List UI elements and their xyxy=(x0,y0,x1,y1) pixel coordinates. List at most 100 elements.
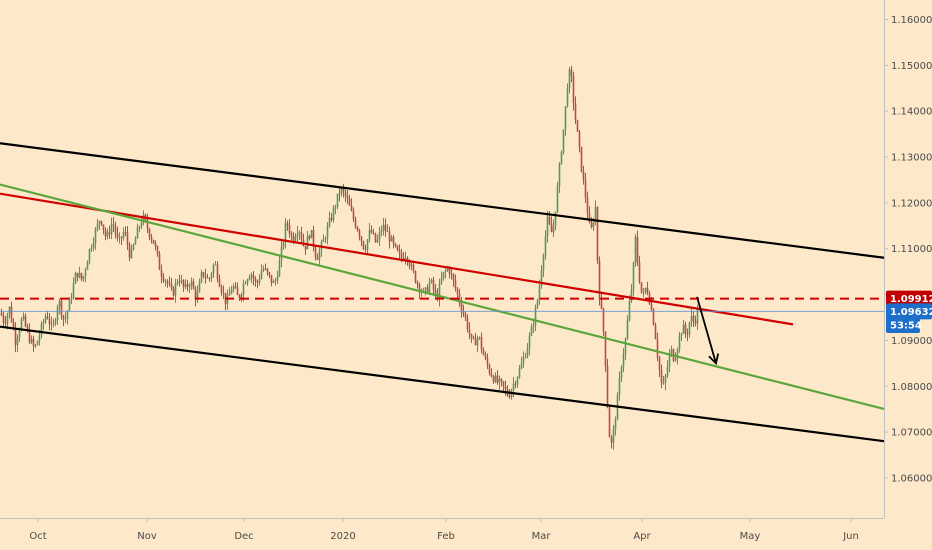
candle-up xyxy=(404,257,407,260)
price-axis[interactable]: 1.060001.070001.080001.090001.100001.110… xyxy=(884,15,932,485)
candle-down xyxy=(418,284,421,292)
candle-down xyxy=(572,76,575,104)
resistance-trendline[interactable] xyxy=(0,192,794,326)
candle-up xyxy=(242,283,245,295)
candle-up xyxy=(280,247,283,261)
candle-up xyxy=(74,272,77,284)
plot-area xyxy=(0,65,699,450)
candle-up xyxy=(94,229,97,243)
candle-up xyxy=(378,232,381,240)
candle-up xyxy=(8,306,11,315)
candle-up xyxy=(18,330,21,338)
candle-down xyxy=(286,223,289,226)
candle-down xyxy=(456,288,459,294)
candle-down xyxy=(222,292,225,294)
candle-up xyxy=(440,278,443,284)
time-tick-label: Mar xyxy=(532,531,552,542)
candle-down xyxy=(314,246,317,258)
candle-down xyxy=(580,146,583,172)
candle-down xyxy=(658,357,661,371)
candle-up xyxy=(530,326,533,336)
candle-up xyxy=(554,211,557,227)
candle-down xyxy=(46,316,49,319)
candle-up xyxy=(536,300,539,308)
price-tick-label: 1.16000 xyxy=(891,15,932,26)
candle-down xyxy=(338,193,341,195)
candle-down xyxy=(586,197,589,214)
candle-up xyxy=(56,307,59,320)
candle-down xyxy=(426,287,429,293)
candle-down xyxy=(484,355,487,359)
candle-up xyxy=(634,236,637,263)
candle-down xyxy=(570,69,573,77)
candle-up xyxy=(682,324,685,334)
price-labels: 1.09912 1.09632 53:54 xyxy=(886,290,932,334)
candle-down xyxy=(694,321,697,324)
candle-up xyxy=(564,106,567,130)
candle-up xyxy=(22,315,25,320)
candle-down xyxy=(62,315,65,319)
candle-up xyxy=(298,232,301,234)
candle-up xyxy=(560,152,563,164)
candle-up xyxy=(662,382,665,384)
candle-down xyxy=(584,179,587,198)
candle-down xyxy=(76,272,79,278)
candle-down xyxy=(342,188,345,192)
candle-down xyxy=(162,276,165,281)
candle-up xyxy=(442,272,445,279)
candle-up xyxy=(444,270,447,273)
candle-down xyxy=(116,233,119,238)
candle-up xyxy=(58,300,61,308)
candle-up xyxy=(16,337,19,345)
candle-up xyxy=(106,232,109,237)
candle-down xyxy=(4,322,7,324)
candle-up xyxy=(324,238,327,240)
candle-down xyxy=(606,365,609,408)
candle-up xyxy=(562,129,565,153)
support-trendline[interactable] xyxy=(0,183,886,411)
arrow-shaft[interactable] xyxy=(696,296,717,364)
candle-up xyxy=(546,216,549,237)
candle-down xyxy=(384,224,387,232)
candle-up xyxy=(68,298,71,311)
candle-down xyxy=(394,243,397,247)
channel-line[interactable] xyxy=(0,325,886,443)
candle-up xyxy=(518,368,521,378)
candle-down xyxy=(344,191,347,197)
time-axis[interactable]: Oct Nov Dec 2020 Feb Mar Apr May Jun xyxy=(29,518,859,542)
time-tick-label: Nov xyxy=(137,531,157,542)
candle-down xyxy=(182,280,185,287)
candle-down xyxy=(640,282,643,293)
candle-up xyxy=(244,283,247,285)
candle-up xyxy=(524,357,527,359)
candle-down xyxy=(452,274,455,281)
candle-up xyxy=(86,261,89,270)
channel-line[interactable] xyxy=(0,142,886,259)
candle-up xyxy=(42,322,45,324)
candle-down xyxy=(154,243,157,247)
candle-down xyxy=(486,358,489,366)
candle-up xyxy=(666,367,669,376)
candle-up xyxy=(64,318,67,320)
candle-down xyxy=(254,278,257,282)
candle-down xyxy=(474,338,477,346)
candle-down xyxy=(500,379,503,382)
candle-down xyxy=(596,206,599,261)
candle-up xyxy=(66,310,69,319)
candle-up xyxy=(340,188,343,195)
candle-up xyxy=(336,193,339,207)
candle-down xyxy=(270,275,273,283)
candle-up xyxy=(424,287,427,290)
candle-down xyxy=(360,236,363,242)
candle-up xyxy=(296,233,299,237)
candle-down xyxy=(356,227,359,231)
candle-down xyxy=(654,324,657,339)
time-tick-label: Oct xyxy=(29,531,46,542)
time-tick-label: Dec xyxy=(234,531,253,542)
candle-down xyxy=(108,232,111,235)
candle-up xyxy=(538,286,541,301)
candle-down xyxy=(104,230,107,237)
candle-down xyxy=(288,225,291,234)
arrow-head xyxy=(708,353,720,366)
